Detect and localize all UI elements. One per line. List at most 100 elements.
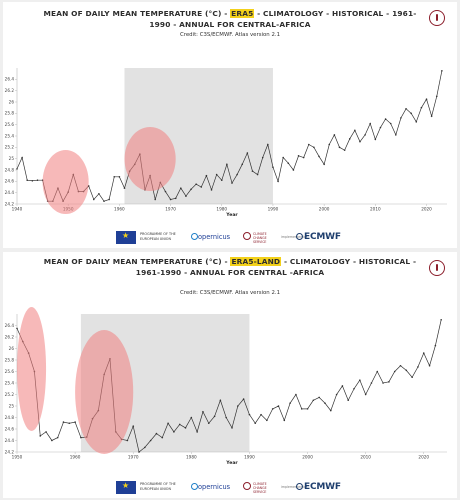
data-point — [144, 446, 146, 449]
x-tick-label: 2010 — [370, 207, 381, 212]
y-tick-label: 25.2 — [5, 145, 15, 150]
x-axis-title: Year — [225, 212, 238, 218]
data-point — [347, 399, 350, 402]
y-tick-label: 26.4 — [5, 77, 15, 82]
data-point — [405, 108, 407, 110]
data-point — [441, 70, 443, 72]
y-tick-label: 26.2 — [5, 334, 15, 339]
highlight-ellipse — [42, 150, 89, 214]
title-prefix: MEAN OF DAILY MEAN TEMPERATURE (°C) - — [43, 257, 231, 266]
x-tick-label: 2010 — [360, 455, 371, 460]
data-point — [282, 156, 284, 159]
implemented-by-text: implemented by — [281, 235, 308, 239]
data-point — [410, 112, 412, 115]
data-point — [364, 134, 366, 136]
data-point — [415, 121, 418, 123]
data-point — [384, 118, 387, 120]
data-point — [167, 422, 169, 425]
data-point — [126, 439, 129, 442]
x-tick-label: 1980 — [216, 207, 227, 212]
chart-panel-era5-land: MEAN OF DAILY MEAN TEMPERATURE (°C) - ER… — [3, 252, 457, 498]
data-point — [39, 435, 42, 437]
x-tick-label: 1960 — [70, 455, 81, 460]
data-point — [251, 170, 254, 172]
data-point — [98, 193, 100, 195]
title-suffix: - CLIMATOLOGY - HISTORICAL - 1961-1990 -… — [135, 257, 417, 277]
data-point — [307, 143, 310, 146]
y-tick-label: 24.2 — [5, 201, 15, 206]
data-point — [138, 451, 140, 453]
data-point — [389, 122, 392, 125]
eu-flag-icon — [116, 481, 136, 494]
x-tick-label: 2000 — [319, 207, 330, 212]
line-chart-era5: 24.2 24.4 24.6 24.8 25 25.2 25.4 25.6 25.8 26 26.2… — [5, 68, 447, 218]
data-point — [323, 163, 325, 166]
chart-credit: Credit: C3S/ECMWF. Atlas version 2.1 — [179, 32, 281, 38]
data-point — [178, 423, 181, 426]
data-point — [435, 95, 438, 98]
title-highlight: ERA5-LAND — [230, 257, 282, 266]
data-point — [329, 409, 332, 412]
y-tick-label: 24.6 — [5, 179, 15, 184]
data-point — [248, 413, 251, 416]
data-point — [313, 146, 315, 149]
x-tick-label: 1980 — [186, 455, 197, 460]
data-point — [231, 182, 233, 184]
data-point — [343, 149, 346, 151]
data-point — [405, 369, 408, 372]
chart-panel-era5: MEAN OF DAILY MEAN TEMPERATURE (°C) - ER… — [3, 2, 457, 248]
data-point — [184, 427, 187, 429]
x-tick-label: 2020 — [421, 207, 432, 212]
copernicus-logo-text: opernicus — [198, 483, 231, 491]
data-point — [190, 416, 193, 419]
chart-credit: Credit: C3S/ECMWF. Atlas version 2.1 — [179, 290, 281, 296]
eu-flag-icon — [116, 231, 136, 244]
data-point — [195, 183, 197, 185]
y-tick-label: 25.4 — [5, 133, 15, 138]
data-point — [302, 156, 305, 159]
data-point — [256, 173, 259, 176]
data-point — [400, 117, 402, 119]
data-point — [161, 436, 164, 439]
thermometer-logo-icon — [429, 10, 445, 26]
highlight-ellipse — [124, 127, 176, 191]
ecmwf-logo-text: ECMWF — [304, 482, 341, 492]
data-point — [196, 431, 198, 433]
data-point — [328, 143, 331, 146]
x-tick-label: 1990 — [244, 455, 255, 460]
x-tick-label: 2000 — [302, 455, 313, 460]
c3s-logo-text: CLIMATE CHANGE SERVICE — [253, 232, 267, 245]
x-tick-label: 1970 — [128, 455, 139, 460]
data-point — [174, 197, 177, 200]
data-point — [335, 393, 338, 396]
implemented-by-text: implemented by — [281, 485, 308, 489]
data-point — [395, 134, 397, 136]
data-point — [237, 405, 239, 407]
data-point — [306, 408, 309, 410]
data-point — [56, 436, 59, 439]
y-tick-label: 24.2 — [5, 449, 15, 454]
data-point — [318, 396, 320, 399]
data-point — [417, 366, 419, 368]
data-point — [254, 422, 257, 425]
data-point — [261, 156, 264, 159]
data-point — [200, 186, 203, 188]
line-chart-era5-land: 24.2 24.4 24.6 24.8 25 25.2 25.4 25.6 25.8 26 26.2… — [5, 307, 447, 466]
y-tick-label: 24.8 — [5, 167, 15, 172]
data-point — [374, 138, 377, 141]
data-point — [202, 410, 204, 413]
thermometer-logo-icon — [429, 260, 445, 276]
data-point — [324, 402, 326, 404]
data-point — [260, 413, 262, 416]
data-point — [434, 344, 437, 347]
c3s-icon — [243, 232, 251, 240]
data-point — [312, 399, 315, 402]
data-point — [236, 173, 238, 176]
data-point — [80, 436, 82, 439]
chart-title: MEAN OF DAILY MEAN TEMPERATURE (°C) - ER… — [33, 8, 427, 30]
data-point — [430, 115, 433, 117]
data-point — [287, 162, 290, 164]
data-point — [164, 190, 167, 193]
y-tick-label: 26 — [9, 99, 15, 104]
data-point — [132, 425, 135, 427]
